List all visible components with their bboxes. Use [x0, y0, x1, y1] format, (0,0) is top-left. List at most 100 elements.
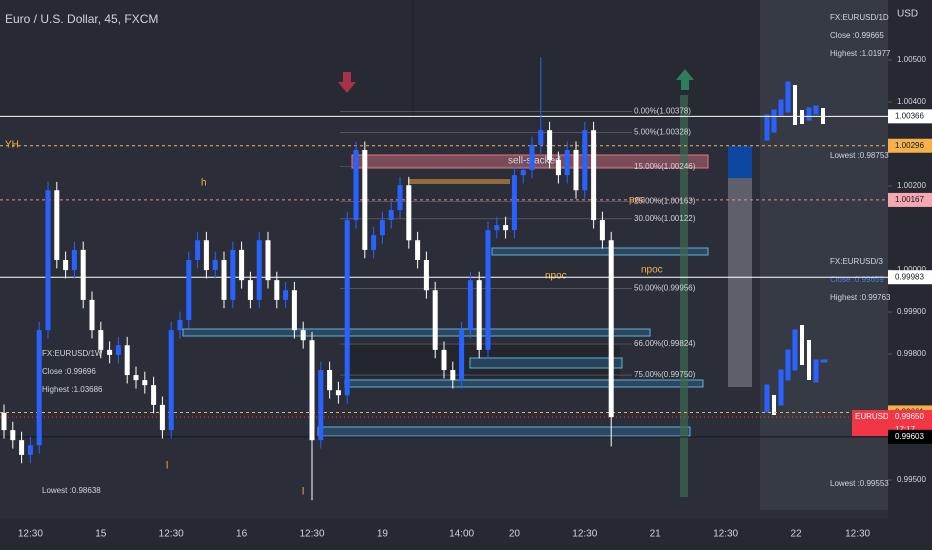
candle-body	[432, 290, 438, 350]
candle-body	[362, 149, 368, 250]
x-tick-label: 22	[790, 529, 802, 540]
candle-body	[503, 225, 509, 231]
candle-body	[45, 190, 51, 331]
candle-body	[485, 230, 491, 350]
candle-body	[379, 220, 385, 236]
candle-body	[538, 130, 544, 145]
y-tick-label: 0.99800	[897, 349, 926, 358]
fib-label: 50.00%(0.99956)	[634, 284, 696, 293]
price-tag-label: 0.99650	[895, 412, 924, 421]
candle-body	[36, 330, 42, 446]
fib-label: 15.00%(1.00246)	[634, 162, 696, 171]
candle-body	[441, 349, 447, 371]
candle-body	[318, 370, 324, 441]
candle-body	[591, 130, 597, 221]
arrow-down	[338, 72, 356, 93]
annotation: npoc	[641, 265, 663, 276]
arrow-up	[676, 69, 694, 90]
annotation: npoc	[545, 271, 567, 282]
currency: USD	[897, 9, 918, 20]
candle-body	[239, 249, 245, 281]
candle-body	[151, 385, 157, 405]
y-tick-label: 0.99900	[897, 307, 926, 316]
candle-body	[547, 130, 553, 161]
chart-title: Euro / U.S. Dollar, 45, FXCM	[5, 12, 158, 26]
candle-body	[520, 170, 526, 176]
candle-body	[309, 340, 315, 441]
fib-label: 25.00%(1.00163)	[634, 197, 696, 206]
x-tick-label: 12:30	[845, 529, 870, 540]
y-tick-label: 1.00500	[897, 55, 926, 64]
symbol-label: EURUSD	[855, 412, 889, 421]
candle-body	[582, 130, 588, 191]
x-tick-label: 16	[236, 529, 248, 540]
candle-body	[124, 345, 130, 376]
top-band	[0, 0, 760, 118]
candle-body	[608, 240, 614, 418]
candle-body	[133, 375, 139, 381]
annotation: l	[302, 487, 304, 498]
countdown: 17:17	[895, 425, 916, 434]
candle-body	[511, 175, 517, 231]
candle-body	[1, 412, 7, 431]
candle-body	[63, 259, 69, 271]
candle-body	[98, 330, 104, 350]
candle-body	[494, 225, 500, 231]
candle-body	[573, 149, 579, 191]
candle-body	[115, 345, 121, 355]
symbol-tag	[852, 410, 888, 437]
inset-close: Close :0.99665	[830, 31, 884, 40]
candle-body	[406, 185, 412, 241]
candle-body	[353, 149, 359, 221]
y-tick-label: 1.00400	[897, 97, 926, 106]
candle-body	[27, 445, 33, 455]
candle-body	[327, 370, 333, 391]
price-tag	[888, 138, 932, 153]
candle-body	[168, 330, 174, 431]
candle-body	[54, 190, 60, 260]
price-tag-label: 0.99983	[895, 272, 924, 281]
candle-body	[555, 160, 561, 176]
candle-body	[195, 240, 201, 260]
x-tick-label: 21	[650, 529, 662, 540]
fib-label: 0.00%(1.00378)	[634, 106, 691, 115]
fib-label: 30.00%(1.00122)	[634, 214, 696, 223]
x-tick-label: 12:30	[159, 529, 184, 540]
x-tick-label: 12:30	[18, 529, 43, 540]
candle-body	[10, 430, 16, 441]
y-tick-label: 0.99500	[897, 475, 926, 484]
candle-body	[599, 220, 605, 241]
zone	[345, 345, 620, 378]
x-tick-label: 19	[377, 529, 389, 540]
candle-body	[80, 249, 86, 300]
candle-body	[71, 249, 77, 271]
target-bar	[680, 95, 688, 497]
candle-body	[177, 320, 183, 331]
fib-label: 66.00%(0.99824)	[634, 339, 696, 348]
candle-body	[186, 259, 192, 321]
y-tick-label: 1.00200	[897, 181, 926, 190]
candle-body	[423, 259, 429, 291]
candle-body	[450, 370, 456, 381]
candle-body	[291, 290, 297, 331]
inset-label: FX:EURUSD/1W Close :0.99696 Highest :1.0…	[42, 13, 891, 495]
candle-body	[397, 185, 403, 211]
zone	[408, 179, 510, 184]
candle-body	[274, 280, 280, 300]
fib-label: 75.00%(0.99750)	[634, 370, 696, 379]
x-tick-label: 12:30	[572, 529, 597, 540]
price-tag-label: 0.99603	[895, 432, 924, 441]
candle-body	[459, 330, 465, 381]
candle-body	[415, 240, 421, 260]
candle-body	[159, 404, 165, 431]
position-box	[728, 178, 752, 387]
x-tick-label: 20	[509, 529, 521, 540]
candle-body	[221, 259, 227, 300]
price-tag-label: 1.00296	[895, 141, 924, 150]
candle-body	[300, 330, 306, 341]
candle-body	[247, 280, 253, 300]
candle-body	[107, 349, 113, 355]
candle-body	[283, 290, 289, 300]
zone	[469, 357, 623, 369]
